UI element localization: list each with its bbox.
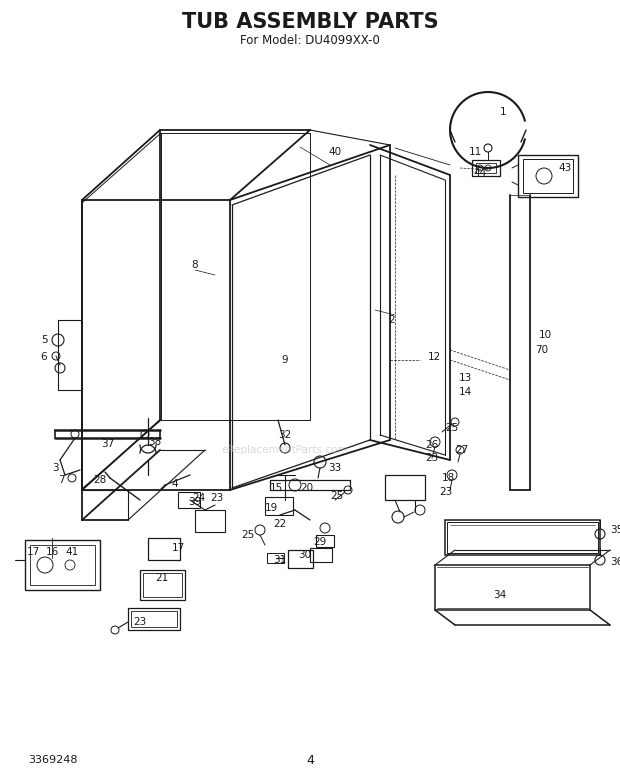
Text: 29: 29 bbox=[313, 537, 327, 547]
Bar bbox=[195, 510, 225, 532]
Bar bbox=[288, 550, 313, 568]
Text: 8: 8 bbox=[192, 260, 198, 270]
Text: 34: 34 bbox=[494, 590, 507, 600]
Text: 1: 1 bbox=[500, 107, 507, 117]
Text: 23: 23 bbox=[425, 453, 438, 463]
Text: 7: 7 bbox=[58, 475, 64, 485]
Text: 14: 14 bbox=[458, 387, 472, 397]
Text: TUB ASSEMBLY PARTS: TUB ASSEMBLY PARTS bbox=[182, 12, 438, 32]
Bar bbox=[445, 520, 600, 555]
Text: 2: 2 bbox=[388, 315, 394, 325]
Text: 35: 35 bbox=[610, 525, 620, 535]
Text: 23: 23 bbox=[440, 487, 453, 497]
Text: 32: 32 bbox=[278, 430, 291, 440]
Bar bbox=[128, 608, 180, 630]
Text: 16: 16 bbox=[45, 547, 59, 557]
Text: 38: 38 bbox=[148, 437, 162, 447]
Text: eReplacementParts.com: eReplacementParts.com bbox=[222, 445, 348, 455]
Text: For Model: DU4099XX-0: For Model: DU4099XX-0 bbox=[240, 34, 380, 46]
Text: 4: 4 bbox=[172, 479, 179, 489]
Text: 15: 15 bbox=[270, 483, 283, 493]
Bar bbox=[143, 573, 182, 597]
Bar bbox=[265, 497, 293, 515]
Bar bbox=[316, 535, 334, 547]
Text: 19: 19 bbox=[265, 503, 278, 513]
Text: 30: 30 bbox=[298, 550, 312, 560]
Text: 6: 6 bbox=[41, 352, 47, 362]
Bar bbox=[140, 570, 185, 600]
Bar bbox=[148, 538, 180, 560]
Text: 5: 5 bbox=[42, 335, 48, 345]
Bar bbox=[523, 159, 573, 193]
Text: 33: 33 bbox=[328, 463, 341, 473]
Text: 17: 17 bbox=[27, 547, 40, 557]
Bar bbox=[518, 155, 578, 197]
Text: 22: 22 bbox=[273, 519, 286, 529]
Text: 43: 43 bbox=[559, 163, 572, 173]
Text: 23: 23 bbox=[210, 493, 223, 503]
Text: 44: 44 bbox=[474, 168, 487, 178]
Bar bbox=[385, 475, 425, 500]
Text: 41: 41 bbox=[65, 547, 79, 557]
Text: 11: 11 bbox=[468, 147, 482, 157]
Bar bbox=[131, 611, 177, 627]
Text: 3369248: 3369248 bbox=[28, 755, 78, 765]
Bar bbox=[178, 492, 200, 508]
Text: 24: 24 bbox=[192, 493, 205, 503]
Text: 70: 70 bbox=[536, 345, 549, 355]
Text: 25: 25 bbox=[445, 423, 459, 433]
Text: 12: 12 bbox=[428, 352, 441, 362]
Text: 37: 37 bbox=[102, 439, 115, 449]
Text: 36: 36 bbox=[610, 557, 620, 567]
Bar bbox=[476, 163, 496, 173]
Text: 28: 28 bbox=[94, 475, 107, 485]
Text: 3: 3 bbox=[51, 463, 58, 473]
Text: 25: 25 bbox=[241, 530, 255, 540]
Text: 39: 39 bbox=[188, 497, 202, 507]
Text: 9: 9 bbox=[281, 355, 288, 365]
Text: 21: 21 bbox=[156, 573, 169, 583]
Text: 26: 26 bbox=[425, 440, 438, 450]
Bar bbox=[30, 545, 95, 585]
Text: 40: 40 bbox=[329, 147, 342, 157]
Bar bbox=[447, 522, 598, 553]
Text: 31: 31 bbox=[273, 555, 286, 565]
Text: 10: 10 bbox=[538, 330, 552, 340]
Text: 27: 27 bbox=[455, 445, 469, 455]
Text: 17: 17 bbox=[171, 543, 185, 553]
Text: 25: 25 bbox=[330, 491, 343, 501]
Bar bbox=[267, 553, 284, 563]
Text: 13: 13 bbox=[458, 373, 472, 383]
Bar bbox=[472, 160, 500, 176]
Text: 4: 4 bbox=[306, 754, 314, 766]
Bar bbox=[25, 540, 100, 590]
Bar bbox=[310, 548, 332, 562]
Text: 23: 23 bbox=[133, 617, 146, 627]
Text: 20: 20 bbox=[301, 483, 314, 493]
Text: 18: 18 bbox=[441, 473, 454, 483]
